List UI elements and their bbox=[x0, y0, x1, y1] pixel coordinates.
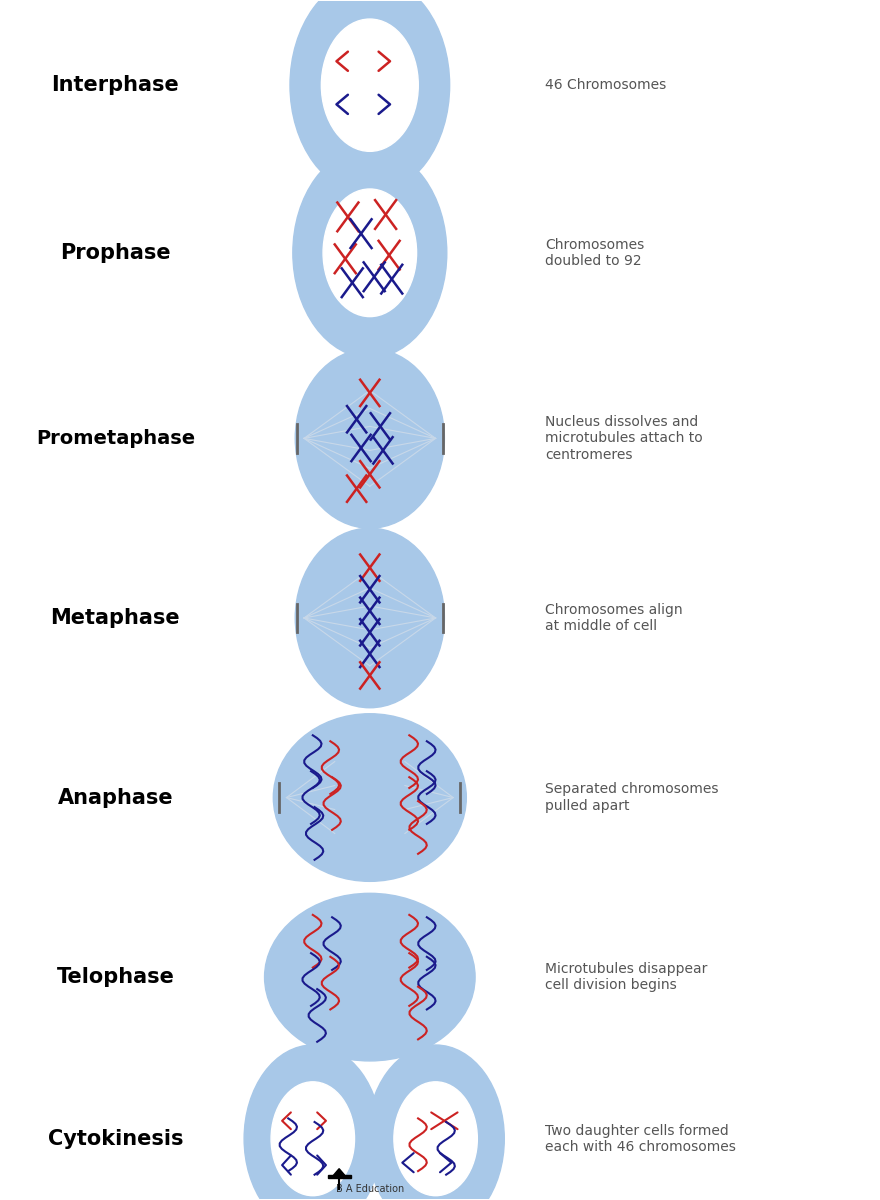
Text: Microtubules disappear
cell division begins: Microtubules disappear cell division beg… bbox=[546, 962, 708, 992]
Ellipse shape bbox=[244, 1045, 382, 1200]
Polygon shape bbox=[327, 1175, 350, 1178]
Text: Nucleus dissolves and
microtubules attach to
centromeres: Nucleus dissolves and microtubules attac… bbox=[546, 415, 703, 462]
Text: Prophase: Prophase bbox=[60, 242, 171, 263]
Ellipse shape bbox=[321, 19, 418, 151]
Ellipse shape bbox=[296, 348, 444, 528]
Ellipse shape bbox=[274, 714, 466, 881]
Text: Interphase: Interphase bbox=[52, 76, 180, 95]
Ellipse shape bbox=[265, 893, 475, 1061]
Text: Prometaphase: Prometaphase bbox=[36, 428, 195, 448]
Ellipse shape bbox=[290, 0, 450, 194]
Text: 46 Chromosomes: 46 Chromosomes bbox=[546, 78, 666, 92]
Ellipse shape bbox=[394, 1082, 477, 1195]
Text: Telophase: Telophase bbox=[56, 967, 174, 988]
Text: Chromosomes align
at middle of cell: Chromosomes align at middle of cell bbox=[546, 602, 683, 634]
Text: Metaphase: Metaphase bbox=[51, 608, 180, 628]
Text: Two daughter cells formed
each with 46 chromosomes: Two daughter cells formed each with 46 c… bbox=[546, 1123, 737, 1154]
Ellipse shape bbox=[323, 188, 416, 317]
Text: Separated chromosomes
pulled apart: Separated chromosomes pulled apart bbox=[546, 782, 719, 812]
Ellipse shape bbox=[296, 528, 444, 708]
Ellipse shape bbox=[271, 1082, 355, 1195]
Ellipse shape bbox=[293, 148, 447, 358]
Polygon shape bbox=[333, 1169, 345, 1176]
Text: Chromosomes
doubled to 92: Chromosomes doubled to 92 bbox=[546, 238, 644, 268]
Ellipse shape bbox=[367, 1045, 504, 1200]
Text: Cytokinesis: Cytokinesis bbox=[48, 1129, 183, 1148]
Text: B A Education: B A Education bbox=[335, 1184, 404, 1194]
Text: Anaphase: Anaphase bbox=[57, 787, 173, 808]
